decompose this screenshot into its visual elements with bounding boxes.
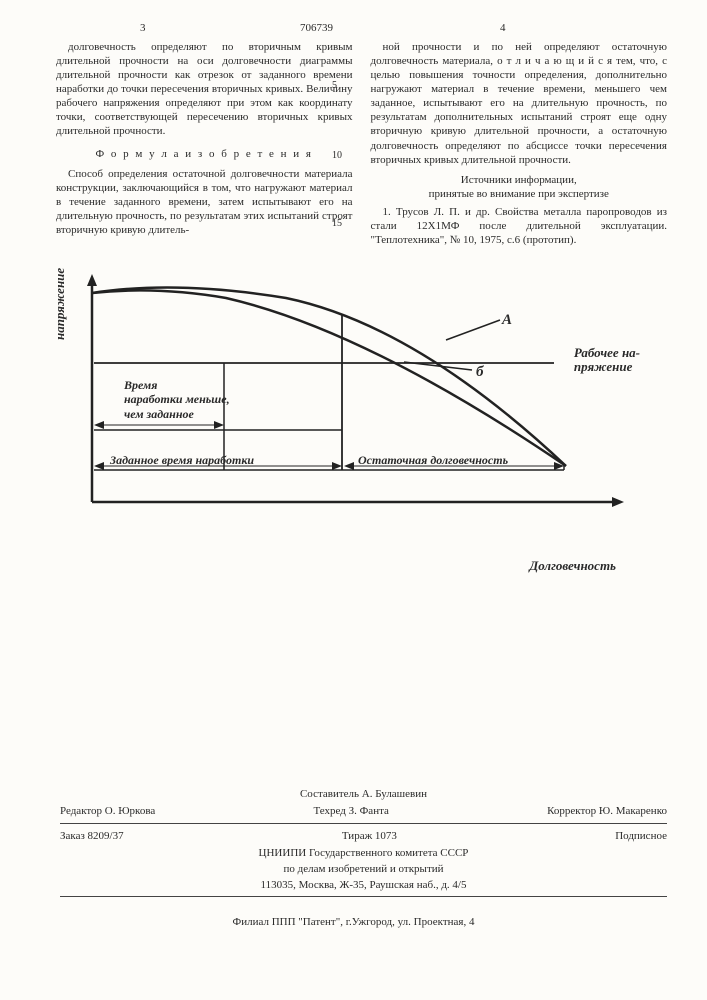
footer: Составитель А. Булашевин Редактор О. Юрк… xyxy=(60,786,667,900)
reference: 1. Трусов Л. П. и др. Свойства металла п… xyxy=(371,201,668,247)
editor: Редактор О. Юркова xyxy=(60,805,155,817)
curve-label-b: б xyxy=(476,364,484,381)
compiler: Составитель А. Булашевин xyxy=(60,786,667,802)
line-number: 15 xyxy=(332,218,342,229)
paragraph: ной прочности и по ней определяют остато… xyxy=(371,40,668,167)
corrector: Корректор Ю. Макаренко xyxy=(547,805,667,817)
y-axis-label: напряжение xyxy=(52,268,68,340)
divider xyxy=(60,896,667,897)
chart-annotation-time-less: Время наработки меньше, чем заданное xyxy=(124,378,230,421)
line-number: 10 xyxy=(332,150,342,161)
divider xyxy=(60,823,667,824)
footer-staff-row: Редактор О. Юркова Техред З. Фанта Корре… xyxy=(60,802,667,820)
chart-svg xyxy=(56,270,646,580)
x-axis-label: Долговечность xyxy=(529,558,616,574)
line-number: 5 xyxy=(332,80,337,91)
chart-annotation-set-time: Заданное время наработки xyxy=(110,453,254,468)
page-number-left: 3 xyxy=(140,22,146,34)
paragraph: Способ определения остаточной долговечно… xyxy=(56,167,353,237)
page-number-right: 4 xyxy=(500,22,506,34)
org-line2: по делам изобретений и открытий xyxy=(60,861,667,877)
formula-title: Ф о р м у л а и з о б р е т е н и я xyxy=(56,139,353,167)
working-stress-label: Рабочее на- пряжение xyxy=(574,346,640,375)
sources-title: Источники информации, принятые во вниман… xyxy=(371,167,668,201)
durability-chart: напряжение Долговечность А б Рабочее на-… xyxy=(56,270,646,580)
subscription: Подписное xyxy=(615,830,667,842)
techred: Техред З. Фанта xyxy=(313,805,388,817)
org-address: 113035, Москва, Ж-35, Раушская наб., д. … xyxy=(60,877,667,893)
chart-annotation-residual: Остаточная долговечность xyxy=(358,453,508,468)
right-column: ной прочности и по ней определяют остато… xyxy=(371,40,668,247)
text-columns: долговечность определяют по вторичным кр… xyxy=(56,40,667,247)
footer-order-row: Заказ 8209/37 Тираж 1073 Подписное xyxy=(60,827,667,845)
curve-label-a: А xyxy=(502,312,512,329)
paragraph: долговечность определяют по вторичным кр… xyxy=(56,40,353,139)
order-number: Заказ 8209/37 xyxy=(60,830,124,842)
patent-page: 3 706739 4 5 10 15 долговечность определ… xyxy=(0,0,707,1000)
patent-number: 706739 xyxy=(300,22,333,34)
left-column: долговечность определяют по вторичным кр… xyxy=(56,40,353,247)
branch-address: Филиал ППП "Патент", г.Ужгород, ул. Прое… xyxy=(0,916,707,928)
tirage: Тираж 1073 xyxy=(342,830,397,842)
org-line1: ЦНИИПИ Государственного комитета СССР xyxy=(60,845,667,861)
